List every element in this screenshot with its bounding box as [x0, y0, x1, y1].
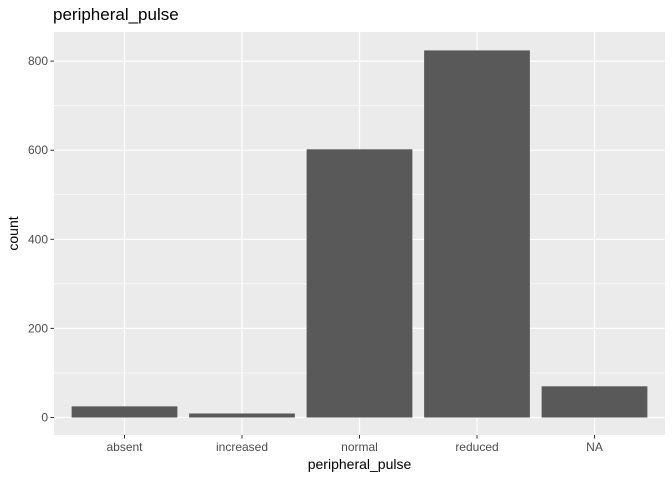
- bar-na: [541, 386, 648, 418]
- bar-reduced: [424, 50, 530, 418]
- y-axis-title: count: [5, 216, 21, 250]
- y-tick-label: 800: [28, 54, 48, 68]
- y-tick-label: 600: [28, 143, 48, 157]
- bar-normal: [306, 149, 413, 418]
- x-axis: absent increased normal reduced NA: [106, 435, 603, 454]
- bars: [71, 50, 648, 418]
- y-tick-label: 200: [28, 321, 48, 335]
- x-tick-label: normal: [341, 440, 378, 454]
- x-tick-label: increased: [216, 440, 268, 454]
- x-tick-label: NA: [586, 440, 603, 454]
- y-tick-label: 400: [28, 232, 48, 246]
- bar-absent: [71, 406, 178, 418]
- chart-title: peripheral_pulse: [53, 5, 179, 24]
- x-axis-title: peripheral_pulse: [308, 456, 412, 472]
- y-axis: 0 200 400 600 800: [28, 54, 54, 425]
- x-tick-label: reduced: [455, 440, 498, 454]
- y-tick-label: 0: [41, 411, 48, 425]
- bar-increased: [189, 413, 295, 418]
- x-tick-label: absent: [106, 440, 143, 454]
